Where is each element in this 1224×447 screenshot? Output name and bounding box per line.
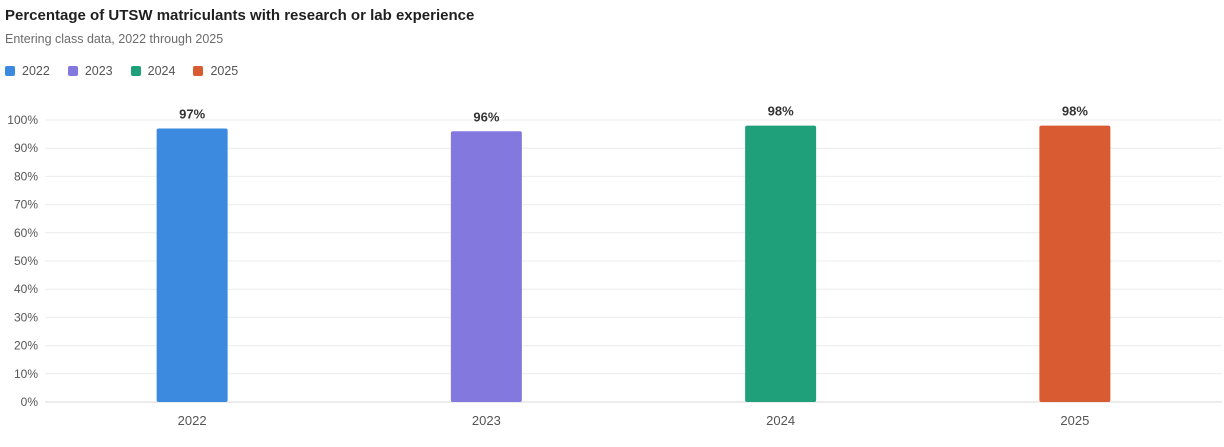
bar-2024	[745, 125, 817, 402]
data-label: 98%	[768, 104, 794, 119]
y-tick-label: 50%	[14, 254, 38, 268]
data-label: 97%	[179, 106, 205, 121]
y-tick-label: 30%	[14, 310, 38, 324]
legend-label: 2023	[84, 64, 113, 78]
y-tick-label: 60%	[14, 226, 38, 240]
legend-swatch	[5, 66, 15, 76]
data-label: 96%	[473, 109, 499, 124]
legend-swatch	[193, 66, 204, 76]
legend-item-2024[interactable]: 2024	[130, 64, 176, 78]
legend-label: 2024	[147, 64, 176, 78]
y-tick-label: 0%	[21, 395, 39, 409]
legend-swatch	[130, 66, 141, 76]
chart-title: Percentage of UTSW matriculants with res…	[5, 7, 475, 24]
y-tick-label: 10%	[14, 367, 38, 381]
x-tick-label: 2024	[766, 413, 795, 428]
y-tick-label: 40%	[14, 282, 38, 296]
legend-item-2025[interactable]: 2025	[193, 64, 238, 78]
legend-swatch	[67, 66, 78, 76]
chart-legend: 2022 2023 2024 2025	[5, 64, 238, 78]
legend-item-2022[interactable]: 2022	[5, 64, 50, 78]
bar-2025	[1039, 125, 1111, 402]
bar-2022	[156, 128, 228, 402]
legend-label: 2025	[210, 64, 239, 78]
x-tick-label: 2023	[472, 413, 501, 428]
y-tick-label: 90%	[14, 141, 38, 155]
legend-item-2023[interactable]: 2023	[67, 64, 113, 78]
y-tick-label: 100%	[7, 113, 38, 127]
x-tick-label: 2022	[178, 413, 207, 428]
x-tick-label: 2025	[1060, 413, 1089, 428]
y-tick-label: 20%	[14, 339, 38, 353]
data-label: 98%	[1062, 104, 1088, 119]
chart-subtitle: Entering class data, 2022 through 2025	[5, 32, 224, 46]
legend-label: 2022	[22, 64, 50, 78]
y-tick-label: 80%	[14, 169, 38, 183]
bar-2023	[450, 131, 522, 402]
y-tick-label: 70%	[14, 198, 38, 212]
